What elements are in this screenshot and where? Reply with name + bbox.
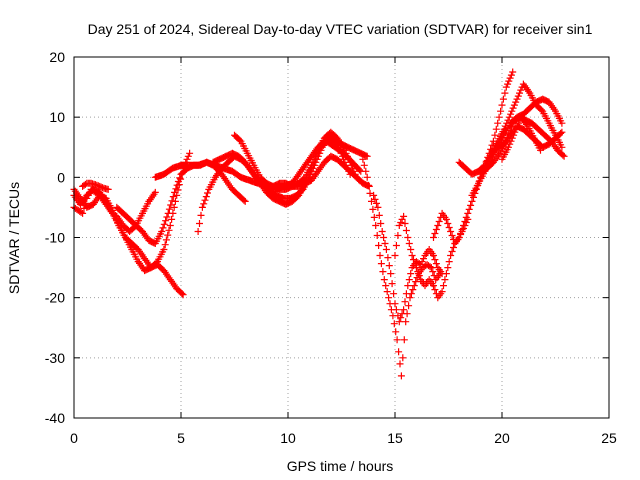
axis-ticks: 0 5 10 15 20 25 -40 -30 -20 -10 0 10 20 — [45, 49, 617, 446]
x-axis-label: GPS time / hours — [287, 458, 394, 474]
x-tick-label: 5 — [177, 430, 185, 446]
y-tick-label: 20 — [49, 49, 65, 65]
plot-frame — [73, 56, 610, 419]
plus-markers — [498, 113, 544, 163]
series-arc-4 — [79, 179, 112, 193]
series-arc-19 — [498, 113, 544, 163]
data-points — [70, 68, 568, 380]
x-tick-label: 25 — [601, 430, 617, 446]
series-arc-11 — [359, 155, 444, 380]
y-tick-label: -20 — [45, 290, 65, 306]
x-tick-label: 0 — [70, 430, 78, 446]
plus-markers — [359, 155, 444, 380]
plus-markers — [391, 212, 472, 302]
series-arc-12 — [370, 191, 446, 326]
plus-markers — [468, 95, 566, 199]
x-tick-label: 20 — [494, 430, 510, 446]
y-tick-label: -40 — [45, 410, 65, 426]
plus-markers — [370, 191, 446, 326]
plus-markers — [79, 179, 112, 193]
y-tick-label: 10 — [49, 109, 65, 125]
chart-title: Day 251 of 2024, Sidereal Day-to-day VTE… — [88, 21, 593, 37]
series-arc-13 — [391, 212, 472, 302]
x-tick-label: 15 — [387, 430, 403, 446]
y-tick-label: 0 — [57, 169, 65, 185]
plus-markers — [263, 152, 373, 190]
y-tick-label: -30 — [45, 350, 65, 366]
x-tick-label: 10 — [280, 430, 296, 446]
y-tick-label: -10 — [45, 230, 65, 246]
y-axis-label: SDTVAR / TECUs — [6, 182, 22, 294]
series-arc-10 — [263, 152, 373, 190]
series-arc-16 — [468, 95, 566, 199]
